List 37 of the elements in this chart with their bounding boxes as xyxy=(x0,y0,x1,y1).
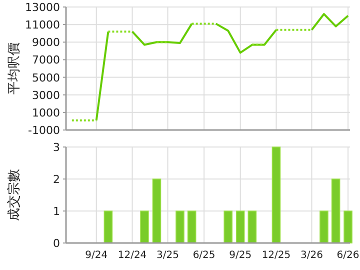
y-tick-label: 1 xyxy=(53,205,60,218)
y-axis-title: 成交宗數 xyxy=(6,169,22,221)
bar xyxy=(344,210,352,244)
bar xyxy=(176,210,184,244)
bar xyxy=(236,210,245,244)
line-series xyxy=(131,22,193,46)
bar xyxy=(320,210,328,244)
bar xyxy=(104,210,113,244)
y-tick-label: 3000 xyxy=(32,88,60,102)
x-tick-label: 12/24 xyxy=(118,250,147,261)
bar xyxy=(224,210,233,244)
x-tick-label: 3/26 xyxy=(300,250,323,261)
y-tick-label: 11000 xyxy=(25,18,60,32)
y-tick-label: 2 xyxy=(53,173,60,186)
bar xyxy=(272,146,281,244)
y-tick-label: 1000 xyxy=(32,106,60,120)
y-tick-label: 7000 xyxy=(32,54,60,67)
bar xyxy=(152,178,162,244)
bar xyxy=(140,210,149,244)
bar xyxy=(187,210,196,244)
x-tick-label: 3/25 xyxy=(156,250,179,261)
x-tick-label: 6/26 xyxy=(336,250,360,261)
line-series xyxy=(214,22,278,54)
x-tick-label: 9/24 xyxy=(85,250,108,261)
x-tick-label: 6/25 xyxy=(192,250,216,261)
y-tick-label: -1000 xyxy=(28,124,60,137)
y-axis-title: 平均呎價 xyxy=(7,42,22,94)
y-tick-label: 0 xyxy=(53,237,60,250)
y-tick-label: 9000 xyxy=(32,36,60,50)
line-series xyxy=(310,13,350,31)
x-tick-label: 12/25 xyxy=(262,250,291,261)
x-tick-label: 9/25 xyxy=(229,250,252,261)
y-tick-label: 5000 xyxy=(32,71,60,84)
y-tick-label: 3 xyxy=(53,141,60,154)
bar xyxy=(331,178,340,244)
bar xyxy=(248,210,257,244)
y-tick-label: 13000 xyxy=(25,1,60,14)
